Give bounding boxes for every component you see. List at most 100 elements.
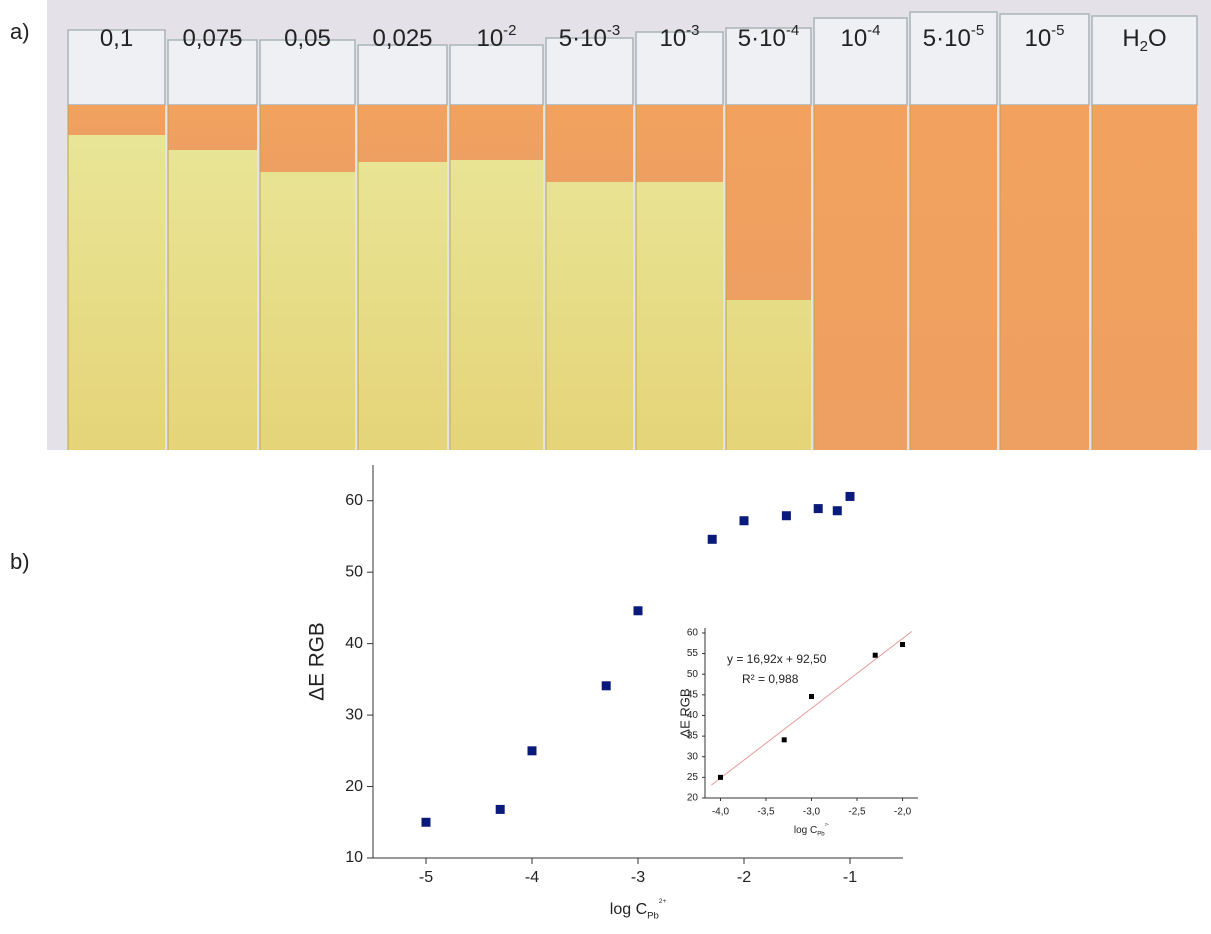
- strip-label-text: 5·10: [923, 25, 971, 52]
- x-tick-label: -4: [525, 869, 539, 886]
- marker: [781, 511, 791, 521]
- y-tick-label: 20: [345, 778, 363, 795]
- strip-yellow: [450, 105, 543, 450]
- strip-orange: [1092, 105, 1197, 450]
- x-tick-label: -2,0: [894, 807, 912, 818]
- marker: [813, 504, 823, 514]
- marker: [601, 681, 611, 691]
- trendline: [711, 631, 912, 786]
- x-axis-label: log CPb2+: [794, 822, 830, 838]
- strip-glass: [999, 13, 1090, 106]
- marker: [633, 606, 643, 616]
- strip-label: 0,075: [182, 25, 242, 52]
- y-tick-label: 60: [345, 492, 363, 509]
- marker: [527, 746, 537, 756]
- x-tick-label: -3: [631, 869, 645, 886]
- y-tick-label: 10: [345, 849, 363, 866]
- strip-label: 0,05: [284, 25, 331, 52]
- strip-orange: [546, 105, 633, 182]
- strip-label-text: 10: [840, 25, 867, 52]
- x-tick-label: -3,0: [803, 807, 821, 818]
- strip-orange: [910, 105, 997, 450]
- strip-label: 5·10-5: [923, 22, 984, 52]
- strip-label: 10-3: [659, 22, 699, 52]
- strip-glass: [909, 11, 998, 106]
- x-label-text: log C: [610, 901, 647, 918]
- strip-glass: [635, 31, 724, 106]
- strip-label: 10-4: [840, 22, 880, 52]
- x-axis-label: log CPb2+: [610, 898, 667, 921]
- marker: [832, 506, 842, 516]
- strip-glass: [449, 44, 544, 106]
- strip-label: 5·10-3: [559, 22, 620, 52]
- strip-label: 5·10-4: [738, 22, 799, 52]
- annotation: y = 16,92x + 92,50: [727, 652, 827, 666]
- strip-orange: [68, 105, 165, 135]
- strip-label-text: 0,05: [284, 25, 331, 52]
- x-label-sub: Pb: [817, 831, 825, 837]
- x-tick-label: -3,5: [757, 807, 775, 818]
- strip-yellow: [168, 105, 257, 450]
- strip-orange: [358, 105, 447, 162]
- strip-glass: [1091, 15, 1198, 106]
- x-label-sub: Pb: [647, 910, 659, 921]
- strip-label: H2O: [1122, 25, 1166, 55]
- strip-orange: [1000, 105, 1089, 450]
- strip-label: 10-5: [1024, 22, 1064, 52]
- x-tick-label: -1: [843, 869, 857, 886]
- marker: [421, 817, 431, 827]
- strip-label-text: 0,1: [100, 25, 133, 52]
- strip-label-sup: -4: [867, 22, 880, 39]
- marker: [872, 652, 878, 658]
- strip-label-sub: 2: [1140, 38, 1148, 55]
- x-tick-label: -4,0: [712, 807, 730, 818]
- strip-label-text: 10: [1024, 25, 1051, 52]
- marker: [739, 516, 749, 526]
- marker: [717, 774, 723, 780]
- x-tick-label: -2,5: [848, 807, 866, 818]
- strip-label: 0,1: [100, 25, 133, 52]
- y-tick-label: 40: [345, 635, 363, 652]
- y-tick-label: 35: [687, 731, 699, 742]
- marker: [781, 737, 787, 743]
- strip-yellow: [358, 105, 447, 450]
- strip-glass: [259, 39, 356, 106]
- x-label-text: log C: [794, 825, 817, 836]
- marker: [900, 642, 906, 648]
- strip-orange: [168, 105, 257, 150]
- marker: [707, 534, 717, 544]
- strip-glass: [357, 44, 448, 106]
- strip-label-sup: -3: [686, 22, 699, 39]
- strip-label-text: 5·10: [559, 25, 607, 52]
- strip-label: 0,025: [372, 25, 432, 52]
- strip-orange: [450, 105, 543, 160]
- strip-orange: [726, 105, 811, 300]
- y-axis-label: ΔE RGB: [677, 688, 692, 737]
- annotation: R² = 0,988: [742, 672, 799, 686]
- x-tick-label: -2: [737, 869, 751, 886]
- strip-label-sup: -2: [503, 22, 516, 39]
- strip-label-sup: -3: [607, 22, 620, 39]
- x-label-sup: 2+: [659, 898, 667, 905]
- y-tick-label: 30: [345, 706, 363, 723]
- y-tick-label: 30: [687, 751, 699, 762]
- marker: [845, 491, 855, 501]
- y-tick-label: 20: [687, 793, 699, 804]
- strip-glass: [67, 29, 166, 106]
- strip-label-sup: -5: [1051, 22, 1064, 39]
- strip-orange: [814, 105, 907, 450]
- y-axis-label: ΔE RGB: [306, 622, 329, 701]
- y-tick-label: 55: [687, 648, 699, 659]
- x-tick-label: -5: [419, 869, 433, 886]
- y-tick-label: 50: [345, 563, 363, 580]
- strip-label-tail: O: [1148, 25, 1167, 52]
- y-tick-label: 45: [687, 689, 699, 700]
- strip-label-text: 0,025: [372, 25, 432, 52]
- strip-label-text: 5·10: [738, 25, 786, 52]
- strip-orange: [636, 105, 723, 182]
- strip-label-text: 10: [476, 25, 503, 52]
- y-tick-label: 25: [687, 772, 699, 783]
- photo: 0,1 0,075 0,05 0,025 10-2 5·10-3 10-3 5·10-4 10-…: [67, 11, 1198, 450]
- y-tick-label: 40: [687, 710, 699, 721]
